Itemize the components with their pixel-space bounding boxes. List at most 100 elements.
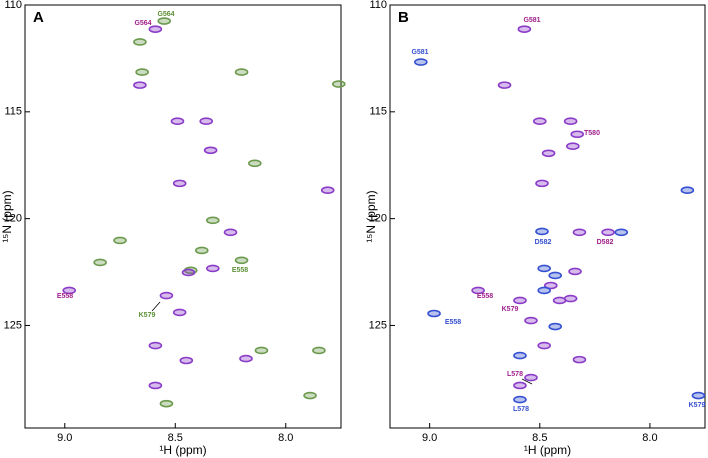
x-tick-label: 8.5: [168, 432, 183, 444]
peak: [568, 267, 582, 276]
peak: [248, 159, 262, 168]
peak: [601, 228, 615, 237]
x-tick-label: 9.0: [57, 432, 72, 444]
y-tick-label: 115: [4, 106, 22, 118]
y-tick-label: 110: [4, 0, 22, 11]
peak: [524, 373, 538, 382]
peak-label: K579: [502, 306, 519, 313]
plot-frame: [24, 4, 342, 429]
plot-frame: [389, 4, 706, 429]
pointer: [151, 301, 161, 312]
x-tick-label: 8.0: [642, 432, 657, 444]
peak: [133, 81, 147, 89]
peak: [133, 38, 147, 46]
peak: [548, 322, 563, 331]
y-axis-label: ¹⁵N (ppm): [364, 190, 378, 242]
peak: [541, 149, 556, 158]
peak: [566, 142, 580, 151]
peak: [414, 58, 428, 66]
y-tick-label: 115: [369, 106, 387, 118]
peak: [537, 264, 551, 273]
peak: [691, 391, 706, 400]
peak: [331, 80, 346, 88]
peak-label: G564: [157, 11, 174, 18]
peak: [93, 258, 107, 267]
peak-label: G564: [134, 20, 151, 27]
peak-label: D582: [535, 239, 552, 246]
peak: [532, 117, 547, 126]
peak: [535, 227, 549, 236]
peak-label: L578: [513, 406, 529, 413]
y-axis-label: ¹⁵N (ppm): [0, 190, 14, 242]
peak: [552, 296, 567, 305]
peak: [513, 296, 527, 305]
peak: [544, 281, 558, 290]
peak: [159, 291, 174, 300]
peak: [471, 286, 485, 295]
peak: [181, 268, 196, 277]
panel-label: A: [33, 9, 44, 26]
peak: [563, 294, 578, 303]
peak: [239, 354, 253, 363]
peak-label: G581: [411, 49, 428, 56]
peak: [570, 130, 585, 139]
peak: [563, 117, 578, 126]
peak: [148, 341, 163, 350]
peak-label: D582: [597, 239, 614, 246]
peak: [206, 264, 220, 273]
peak-label: K579: [689, 402, 706, 409]
peak-label: G581: [523, 17, 540, 24]
peak: [62, 286, 76, 295]
peak-label: L578: [507, 371, 523, 378]
peak: [135, 68, 149, 76]
y-tick-label: 125: [4, 319, 22, 331]
peak-label: E558: [57, 293, 73, 300]
peak: [513, 395, 527, 404]
peak: [535, 179, 549, 188]
x-axis-label: ¹H (ppm): [524, 443, 571, 457]
peak: [614, 228, 629, 237]
peak: [548, 271, 563, 280]
peak: [234, 256, 249, 265]
peak-label: E558: [445, 319, 461, 326]
peak: [157, 17, 172, 25]
peak: [312, 346, 326, 355]
peak: [537, 341, 551, 350]
peak-label: E558: [477, 293, 493, 300]
peak: [537, 286, 551, 295]
peak: [234, 68, 249, 76]
peak: [170, 117, 185, 126]
peak: [320, 186, 335, 195]
peak: [148, 25, 163, 33]
peak: [524, 316, 538, 325]
y-tick-label: 125: [369, 319, 387, 331]
peak: [497, 81, 512, 89]
x-tick-label: 8.0: [278, 432, 293, 444]
peak: [513, 381, 527, 390]
peak: [680, 186, 695, 195]
peak: [427, 309, 441, 318]
panel: 9.0 8.5 8.0 110 115 120 125 ¹H (ppm) ¹⁵N (ppm) A G…: [0, 0, 346, 457]
panel: 9.0 8.5 8.0 110 115 120 125 ¹H (ppm) ¹⁵N (ppm) B G…: [364, 0, 706, 457]
y-tick-label: 120: [369, 213, 387, 225]
x-axis-label: ¹H (ppm): [159, 443, 206, 457]
peak-label: E558: [232, 267, 248, 274]
peak: [113, 236, 127, 245]
x-tick-label: 8.5: [532, 432, 547, 444]
peak-label: T580: [584, 130, 600, 137]
peak: [303, 391, 317, 400]
peak: [172, 179, 187, 188]
peak: [572, 228, 587, 237]
peak: [203, 146, 218, 155]
peak: [172, 308, 187, 317]
y-tick-label: 120: [4, 213, 22, 225]
peak: [148, 381, 163, 390]
peak: [206, 216, 220, 225]
y-tick-label: 110: [369, 0, 387, 11]
peak: [199, 117, 214, 126]
panel-label: B: [398, 9, 409, 26]
peak: [194, 246, 209, 255]
peak: [254, 346, 269, 355]
peak: [513, 351, 527, 360]
